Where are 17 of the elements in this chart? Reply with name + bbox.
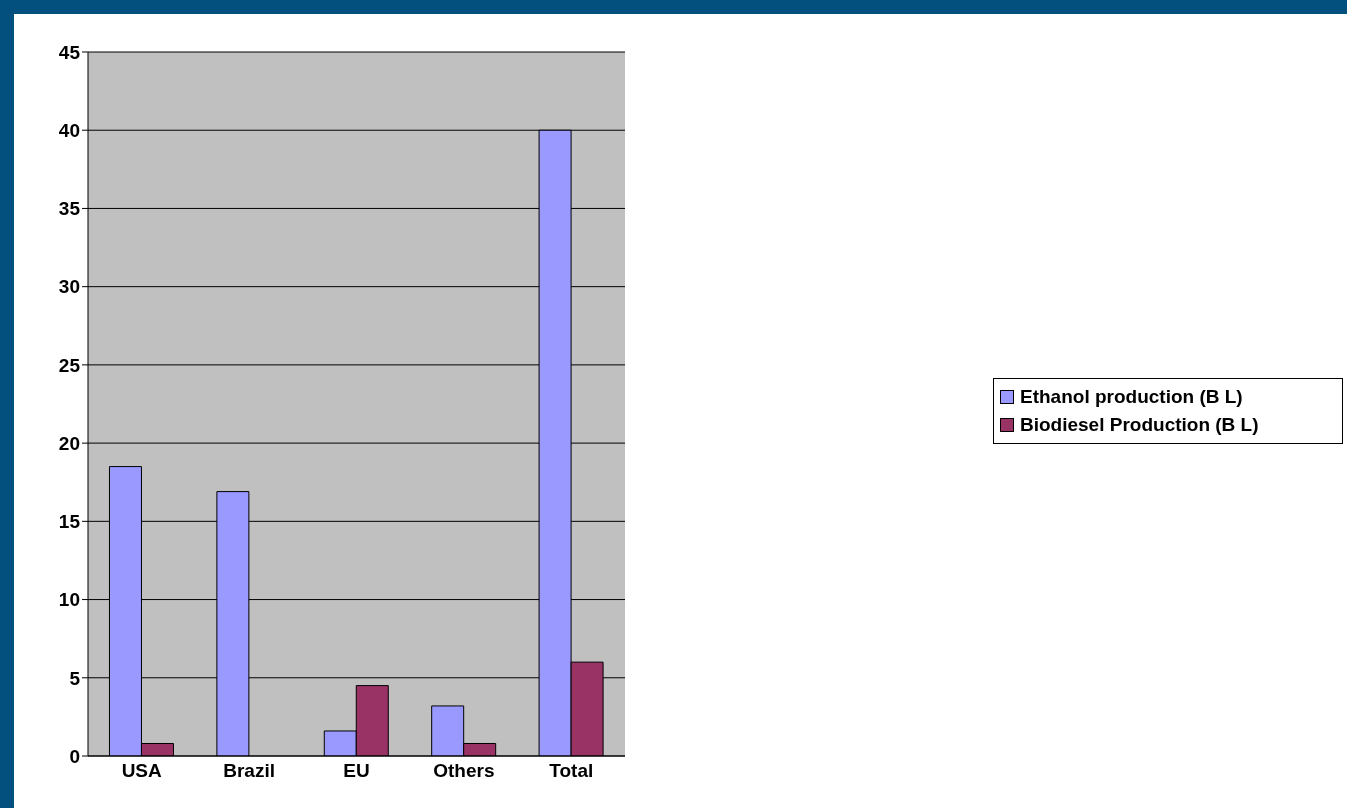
y-tick-label: 35 [58, 198, 81, 220]
legend-label: Biodiesel Production (B L) [1020, 413, 1259, 437]
y-tick-label: 40 [58, 119, 80, 141]
y-tick-label: 0 [69, 745, 80, 767]
y-tick-label: 10 [58, 589, 80, 611]
y-tick-label: 20 [58, 432, 80, 454]
x-tick-label: Others [433, 760, 495, 782]
legend-label: Ethanol production (B L) [1020, 385, 1243, 409]
y-tick-label: 15 [58, 511, 81, 533]
y-tick-label: 25 [58, 354, 81, 376]
x-tick-label: Total [549, 760, 594, 782]
x-tick-label: EU [343, 760, 370, 782]
x-tick-label: Brazil [223, 760, 275, 782]
y-tick-label: 5 [69, 667, 81, 689]
y-tick-label: 45 [58, 41, 81, 63]
x-tick-label: USA [121, 760, 163, 782]
y-tick-label: 30 [58, 276, 80, 298]
